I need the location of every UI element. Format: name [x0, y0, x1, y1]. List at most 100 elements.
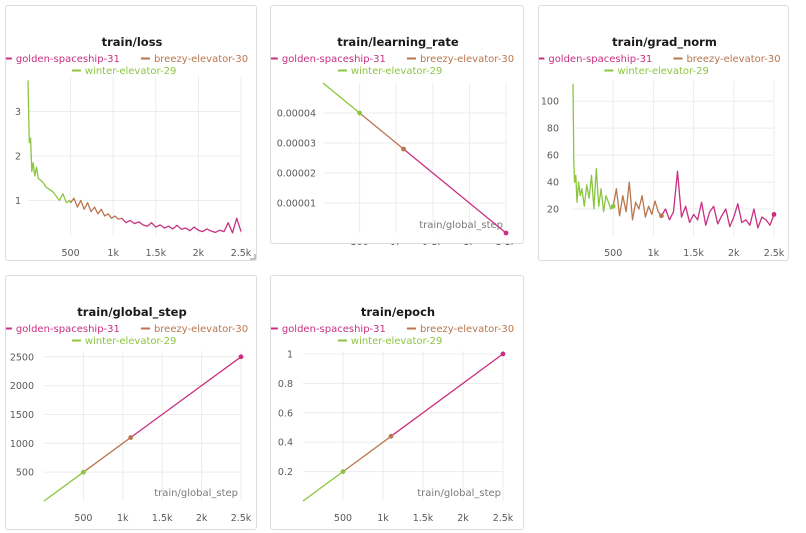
y-tick-label: 100 [541, 97, 559, 108]
series-line-golden-spaceship-31[interactable] [403, 148, 507, 234]
y-tick-label: 60 [547, 151, 559, 162]
x-tick-label: 1.5k [413, 513, 434, 524]
legend-label-winter-elevator-29[interactable]: winter-elevator-29 [85, 336, 176, 347]
series-end-point-golden-spaceship-31[interactable] [503, 230, 509, 236]
legend-label-golden-spaceship-31[interactable]: golden-spaceship-31 [548, 54, 652, 65]
y-tick-label: 0.00003 [277, 139, 316, 150]
x-tick-label: 2k [464, 243, 476, 245]
x-tick-label: 500 [62, 248, 80, 259]
legend-label-golden-spaceship-31[interactable]: golden-spaceship-31 [16, 54, 120, 65]
chart-title: train/learning_rate [337, 35, 459, 50]
chart-loss: train/loss golden-spaceship-31 breezy-elev… [6, 35, 256, 260]
y-tick-label: 0.6 [278, 408, 293, 419]
x-tick-label: 500 [351, 243, 369, 245]
x-tick-label: 2.5k [493, 513, 514, 524]
series-end-point-golden-spaceship-31[interactable] [771, 212, 777, 217]
chart-title: train/epoch [361, 305, 435, 319]
series-line-breezy-elevator-30[interactable] [612, 181, 662, 221]
chart-learning-rate: train/learning_rate golden-spaceship-31 br… [271, 35, 517, 245]
legend-label-breezy-elevator-30[interactable]: breezy-elevator-30 [686, 54, 780, 65]
x-tick-label: 2k [728, 248, 740, 259]
x-tick-label: 500 [604, 248, 622, 259]
x-tick-label: 1k [107, 248, 119, 259]
panel-grad-norm[interactable]: train/grad_norm golden-spaceship-31 breezy… [538, 5, 789, 261]
legend-label-breezy-elevator-30[interactable]: breezy-elevator-30 [420, 324, 514, 335]
y-tick-label: 0.00004 [277, 109, 316, 120]
y-tick-label: 2 [15, 152, 21, 163]
y-tick-label: 0.00001 [277, 199, 316, 210]
legend-label-breezy-elevator-30[interactable]: breezy-elevator-30 [154, 54, 248, 65]
y-tick-label: 0.00002 [277, 169, 316, 180]
series-line-breezy-elevator-30[interactable] [70, 197, 122, 220]
y-tick-label: 80 [547, 124, 559, 135]
series-line-winter-elevator-29[interactable] [43, 471, 84, 502]
y-tick-label: 3 [15, 107, 21, 118]
x-axis-label: train/global_step [154, 488, 238, 499]
x-tick-label: 1.5k [145, 248, 166, 259]
x-tick-label: 1k [117, 513, 129, 524]
series-end-point-breezy-elevator-30[interactable] [388, 433, 394, 439]
x-tick-label: 1.5k [422, 243, 443, 245]
y-tick-label: 2000 [10, 381, 34, 392]
x-tick-label: 2.5k [496, 243, 517, 245]
x-tick-label: 2.5k [231, 513, 252, 524]
x-tick-label: 2.5k [764, 248, 785, 259]
x-tick-label: 2.5k [231, 248, 252, 259]
y-tick-label: 0.8 [278, 379, 293, 390]
series-line-winter-elevator-29[interactable] [572, 83, 614, 213]
legend-label-winter-elevator-29[interactable]: winter-elevator-29 [351, 336, 442, 347]
series-line-golden-spaceship-31[interactable] [130, 356, 242, 439]
series-end-point-breezy-elevator-30[interactable] [128, 435, 134, 440]
legend-label-winter-elevator-29[interactable]: winter-elevator-29 [617, 66, 708, 77]
series-end-point-breezy-elevator-30[interactable] [659, 213, 664, 219]
x-axis-label: train/global_step [419, 220, 503, 231]
panel-global-step[interactable]: train/global_step golden-spaceship-31 bree… [5, 275, 257, 530]
series-line-breezy-elevator-30[interactable] [342, 435, 392, 473]
series-line-winter-elevator-29[interactable] [322, 82, 361, 114]
chart-title: train/global_step [77, 305, 186, 320]
legend-label-golden-spaceship-31[interactable]: golden-spaceship-31 [282, 324, 386, 335]
panel-epoch[interactable]: train/epoch golden-spaceship-31 breezy-ele… [270, 275, 524, 530]
panel-learning-rate[interactable]: train/learning_rate golden-spaceship-31 br… [270, 5, 524, 245]
legend-label-breezy-elevator-30[interactable]: breezy-elevator-30 [420, 54, 514, 65]
x-tick-label: 1k [377, 513, 389, 524]
y-tick-label: 40 [547, 178, 559, 189]
series-end-point-golden-spaceship-31[interactable] [500, 351, 506, 357]
x-tick-label: 1k [648, 248, 660, 259]
y-tick-label: 0.2 [278, 467, 293, 478]
y-tick-label: 1500 [10, 410, 34, 421]
resize-handle-icon[interactable] [250, 254, 256, 260]
y-tick-label: 1 [15, 196, 21, 207]
series-line-golden-spaceship-31[interactable] [390, 353, 504, 437]
series-end-point-winter-elevator-29[interactable] [81, 469, 86, 475]
y-tick-label: 1 [287, 349, 293, 360]
chart-title: train/loss [102, 35, 163, 49]
legend-label-winter-elevator-29[interactable]: winter-elevator-29 [351, 66, 442, 77]
series-end-point-winter-elevator-29[interactable] [610, 203, 616, 209]
x-tick-label: 2k [196, 513, 208, 524]
series-end-point-winter-elevator-29[interactable] [357, 110, 362, 116]
legend-label-golden-spaceship-31[interactable]: golden-spaceship-31 [16, 324, 120, 335]
legend-label-winter-elevator-29[interactable]: winter-elevator-29 [85, 66, 176, 77]
panel-loss[interactable]: train/loss golden-spaceship-31 breezy-elev… [5, 5, 257, 261]
chart-global-step: train/global_step golden-spaceship-31 bree… [6, 305, 252, 524]
series-end-point-winter-elevator-29[interactable] [340, 469, 346, 474]
series-line-golden-spaceship-31[interactable] [121, 217, 242, 234]
chart-title: train/grad_norm [612, 35, 717, 50]
y-tick-label: 1000 [10, 439, 34, 450]
series-line-breezy-elevator-30[interactable] [83, 436, 132, 473]
series-line-winter-elevator-29[interactable] [302, 471, 344, 502]
x-tick-label: 1k [390, 243, 402, 245]
y-tick-label: 500 [16, 468, 34, 479]
series-line-winter-elevator-29[interactable] [27, 80, 72, 204]
series-end-point-golden-spaceship-31[interactable] [238, 354, 244, 360]
x-tick-label: 2k [457, 513, 469, 524]
series-line-breezy-elevator-30[interactable] [359, 112, 404, 150]
x-tick-label: 2k [193, 248, 205, 259]
legend-label-golden-spaceship-31[interactable]: golden-spaceship-31 [282, 54, 386, 65]
x-tick-label: 500 [334, 513, 352, 524]
x-axis-label: train/global_step [417, 488, 501, 499]
legend-label-breezy-elevator-30[interactable]: breezy-elevator-30 [154, 324, 248, 335]
series-end-point-breezy-elevator-30[interactable] [401, 146, 406, 152]
series-line-golden-spaceship-31[interactable] [660, 170, 775, 229]
